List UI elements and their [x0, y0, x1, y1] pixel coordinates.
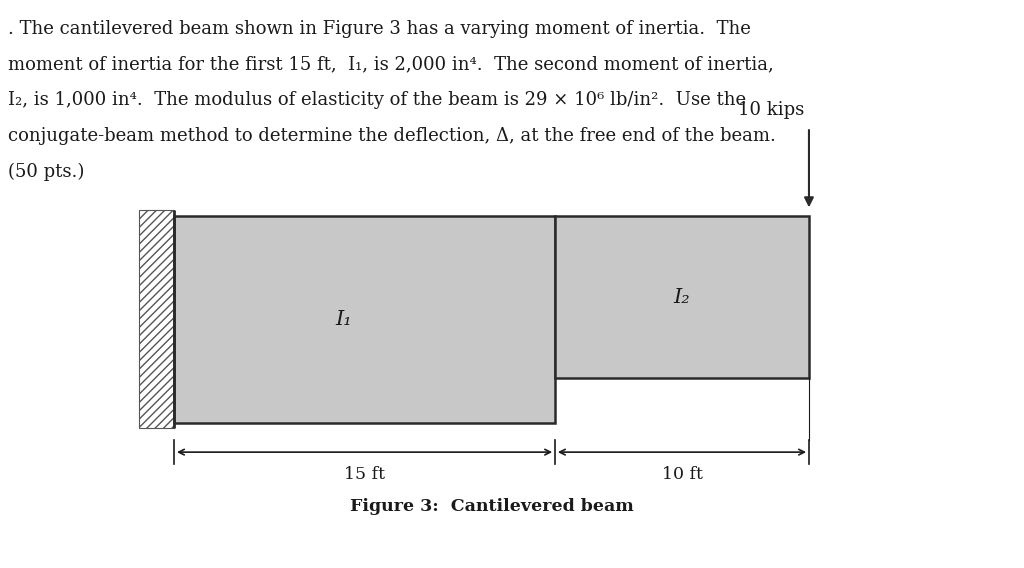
Text: 15 ft: 15 ft — [344, 466, 385, 483]
Text: I₁: I₁ — [336, 310, 352, 329]
Text: Figure 3:  Cantilevered beam: Figure 3: Cantilevered beam — [349, 498, 634, 515]
Bar — [174, 216, 555, 423]
Text: 10 kips: 10 kips — [737, 101, 804, 119]
Bar — [139, 210, 174, 428]
Text: 10 ft: 10 ft — [662, 466, 702, 483]
Text: moment of inertia for the first 15 ft,  I₁, is 2,000 in⁴.  The second moment of : moment of inertia for the first 15 ft, I… — [8, 56, 774, 74]
Text: (50 pts.): (50 pts.) — [8, 163, 85, 181]
Text: conjugate-beam method to determine the deflection, Δ, at the free end of the bea: conjugate-beam method to determine the d… — [8, 127, 776, 145]
Text: I₂: I₂ — [674, 287, 690, 307]
Text: I₂, is 1,000 in⁴.  The modulus of elasticity of the beam is 29 × 10⁶ lb/in².  Us: I₂, is 1,000 in⁴. The modulus of elastic… — [8, 91, 746, 110]
Bar — [555, 216, 809, 378]
Text: . The cantilevered beam shown in Figure 3 has a varying moment of inertia.  The: . The cantilevered beam shown in Figure … — [8, 20, 751, 38]
